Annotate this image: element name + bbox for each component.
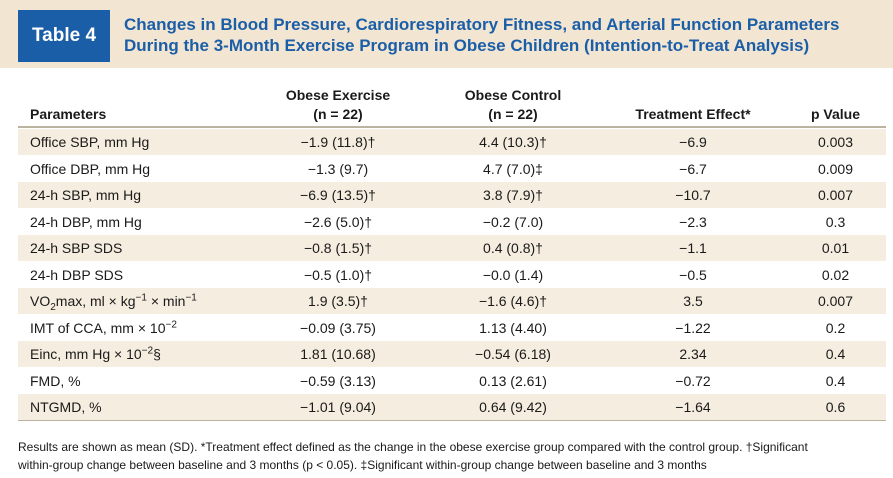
row-obese-control: 3.8 (7.9)† (483, 187, 543, 203)
row-p-value: 0.007 (817, 293, 854, 309)
row-p-value: 0.3 (825, 213, 846, 230)
row-obese-exercise: 1.81 (10.68) (300, 346, 376, 362)
table-row: Einc, mm Hg × 10−2§ 1.81 (10.68) −0.54 (6.… (18, 341, 886, 367)
table-row: 24-h SBP, mm Hg −6.9 (13.5)† 3.8 (7.9)† −10… (18, 182, 886, 208)
table-row: 24-h SBP SDS −0.8 (1.5)† 0.4 (0.8)† −1.1 0.0… (18, 235, 886, 261)
table-title: Changes in Blood Pressure, Cardiorespira… (124, 14, 884, 56)
row-obese-exercise: −0.5 (1.0)† (303, 266, 373, 283)
column-header-obese-control: Obese Control (n = 22) (438, 86, 588, 124)
row-treatment-effect: −0.5 (679, 266, 707, 283)
column-header-obese-exercise-title: Obese Exercise (285, 87, 391, 103)
row-obese-exercise: −0.59 (3.13) (300, 372, 376, 389)
row-parameter: Einc, mm Hg × 10−2§ (30, 345, 161, 362)
row-obese-exercise: −1.9 (11.8)† (300, 134, 376, 150)
row-treatment-effect: −6.9 (679, 134, 707, 150)
row-p-value: 0.2 (825, 319, 846, 336)
table-row: Office SBP, mm Hg −1.9 (11.8)† 4.4 (10.3)†… (18, 129, 886, 155)
column-header-treatment-effect: Treatment Effect* (635, 106, 751, 122)
row-parameter: Office DBP, mm Hg (30, 160, 151, 177)
row-treatment-effect: −1.1 (679, 240, 707, 256)
row-obese-control: −0.0 (1.4) (482, 266, 544, 283)
row-treatment-effect: −6.7 (679, 160, 707, 177)
table-row: FMD, % −0.59 (3.13) 0.13 (2.61) −0.72 0.4 (18, 368, 886, 394)
column-header-obese-control-n: (n = 22) (488, 106, 538, 122)
row-p-value: 0.007 (817, 187, 854, 203)
row-obese-exercise: −0.8 (1.5)† (303, 240, 373, 256)
column-header-obese-control-title: Obese Control (464, 87, 562, 103)
table-title-line-1: Changes in Blood Pressure, Cardiorespira… (124, 15, 840, 34)
table-number-label: Table 4 (18, 10, 110, 62)
column-header-obese-exercise: Obese Exercise (n = 22) (263, 86, 413, 124)
header-rule (18, 126, 886, 128)
row-obese-exercise: 1.9 (3.5)† (308, 293, 368, 309)
row-p-value: 0.02 (821, 266, 850, 283)
table-footnote: Results are shown as mean (SD). *Treatme… (18, 438, 886, 474)
row-treatment-effect: −1.64 (675, 399, 711, 415)
row-p-value: 0.009 (817, 160, 854, 177)
row-treatment-effect: 3.5 (683, 293, 703, 309)
row-obese-exercise: −6.9 (13.5)† (300, 187, 376, 203)
row-parameter: 24-h DBP SDS (30, 266, 124, 283)
table-header: Table 4 Changes in Blood Pressure, Cardi… (0, 0, 893, 68)
row-obese-control: 0.4 (0.8)† (483, 240, 543, 256)
row-obese-control: 0.64 (9.42) (479, 399, 547, 415)
row-obese-exercise: −1.3 (9.7) (307, 160, 369, 177)
table-row: Office DBP, mm Hg −1.3 (9.7) 4.7 (7.0)‡ −6.… (18, 156, 886, 182)
row-treatment-effect: −10.7 (675, 187, 711, 203)
row-obese-control: −0.54 (6.18) (475, 346, 551, 362)
row-treatment-effect: −2.3 (679, 213, 707, 230)
table-row: 24-h DBP SDS −0.5 (1.0)† −0.0 (1.4) −0.5 0.0… (18, 262, 886, 288)
row-treatment-effect: −0.72 (675, 372, 711, 389)
footnote-line-1: Results are shown as mean (SD). *Treatme… (18, 440, 808, 454)
row-obese-control: −1.6 (4.6)† (478, 293, 548, 309)
column-header-obese-exercise-n: (n = 22) (313, 106, 363, 122)
row-treatment-effect: 2.34 (679, 346, 707, 362)
column-header-parameters: Parameters (30, 106, 107, 122)
row-p-value: 0.6 (825, 399, 846, 415)
row-p-value: 0.4 (825, 346, 846, 362)
table-row: 24-h DBP, mm Hg −2.6 (5.0)† −0.2 (7.0) −2.3… (18, 209, 886, 235)
row-parameter: 24-h DBP, mm Hg (30, 213, 142, 230)
row-parameter: 24-h SBP, mm Hg (30, 187, 142, 203)
row-obese-control: −0.2 (7.0) (482, 213, 544, 230)
row-obese-exercise: −1.01 (9.04) (300, 399, 376, 415)
row-parameter: NTGMD, % (30, 399, 102, 415)
row-obese-control: 4.4 (10.3)† (479, 134, 547, 150)
bottom-rule (18, 420, 886, 421)
table-row: VO2max, ml × kg−1 × min−1 1.9 (3.5)† −1.6 … (18, 288, 886, 314)
table-row: NTGMD, % −1.01 (9.04) 0.64 (9.42) −1.64 0.6 (18, 394, 886, 420)
row-parameter: IMT of CCA, mm × 10−2 (30, 318, 177, 336)
row-treatment-effect: −1.22 (675, 319, 711, 336)
table-title-line-2: During the 3-Month Exercise Program in O… (124, 36, 810, 55)
row-parameter: VO2max, ml × kg−1 × min−1 (30, 292, 197, 313)
row-parameter: FMD, % (30, 372, 81, 389)
row-obese-control: 0.13 (2.61) (479, 372, 547, 389)
row-obese-control: 1.13 (4.40) (479, 319, 547, 336)
column-header-p-value: p Value (810, 106, 861, 122)
row-obese-exercise: −0.09 (3.75) (300, 319, 376, 336)
row-obese-control: 4.7 (7.0)‡ (483, 160, 543, 177)
row-parameter: Office SBP, mm Hg (30, 134, 150, 150)
footnote-line-2: within-group change between baseline and… (18, 458, 707, 472)
row-p-value: 0.003 (817, 134, 854, 150)
row-parameter: 24-h SBP SDS (30, 240, 123, 256)
row-obese-exercise: −2.6 (5.0)† (303, 213, 373, 230)
row-p-value: 0.4 (825, 372, 846, 389)
table-row: IMT of CCA, mm × 10−2 −0.09 (3.75) 1.13 (4… (18, 315, 886, 341)
row-p-value: 0.01 (821, 240, 850, 256)
